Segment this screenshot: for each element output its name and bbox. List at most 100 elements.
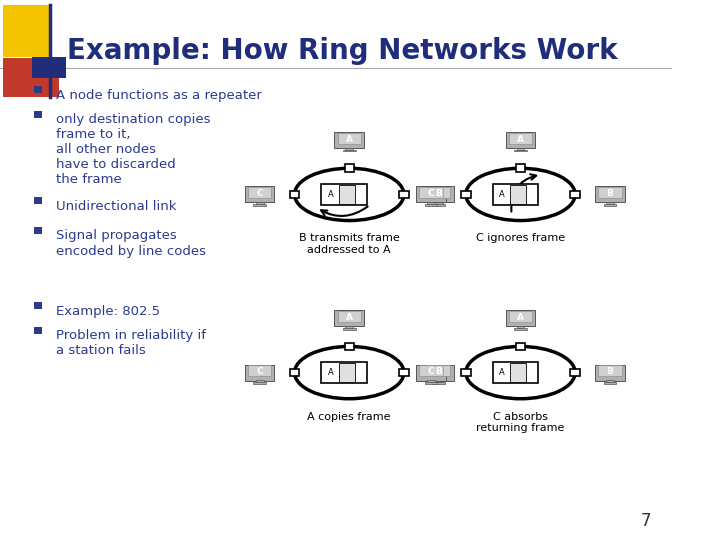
Text: C: C — [428, 367, 434, 376]
FancyBboxPatch shape — [492, 362, 538, 383]
FancyBboxPatch shape — [419, 365, 443, 376]
Text: B: B — [607, 189, 613, 198]
FancyBboxPatch shape — [505, 132, 535, 148]
Text: B: B — [436, 189, 442, 198]
Bar — [603, 382, 616, 384]
Text: A node functions as a repeater: A node functions as a repeater — [55, 89, 261, 102]
Bar — [346, 326, 354, 328]
Bar — [34, 111, 42, 118]
Text: C: C — [256, 189, 263, 198]
Bar — [34, 86, 42, 93]
Bar — [570, 191, 580, 198]
FancyBboxPatch shape — [4, 58, 59, 97]
Bar — [253, 204, 266, 206]
Bar — [346, 147, 354, 150]
Bar — [343, 328, 356, 329]
FancyBboxPatch shape — [419, 187, 443, 198]
FancyBboxPatch shape — [245, 186, 274, 202]
FancyBboxPatch shape — [492, 184, 538, 205]
FancyBboxPatch shape — [505, 310, 535, 326]
FancyBboxPatch shape — [335, 310, 364, 326]
FancyBboxPatch shape — [598, 365, 622, 376]
FancyBboxPatch shape — [427, 365, 451, 376]
Text: A: A — [346, 134, 353, 144]
Text: A: A — [328, 368, 334, 377]
FancyBboxPatch shape — [509, 133, 532, 144]
Bar — [461, 369, 470, 376]
Text: C: C — [428, 189, 434, 198]
FancyBboxPatch shape — [321, 184, 366, 205]
Text: C ignores frame: C ignores frame — [476, 233, 565, 244]
Bar — [510, 363, 526, 382]
Bar — [516, 165, 525, 172]
Bar — [256, 202, 264, 204]
Bar — [435, 202, 443, 204]
Bar — [399, 191, 408, 198]
Bar — [516, 147, 524, 150]
Text: B: B — [607, 367, 613, 376]
Text: C absorbs
returning frame: C absorbs returning frame — [477, 411, 564, 433]
Bar — [427, 202, 435, 204]
Bar — [606, 380, 614, 382]
Bar — [427, 380, 435, 382]
FancyBboxPatch shape — [335, 132, 364, 148]
Bar — [343, 150, 356, 151]
FancyBboxPatch shape — [595, 186, 625, 202]
FancyBboxPatch shape — [338, 133, 361, 144]
Bar — [34, 227, 42, 234]
Bar — [34, 302, 42, 309]
Text: A: A — [499, 368, 505, 377]
Bar — [435, 380, 443, 382]
Bar — [461, 191, 470, 198]
Text: only destination copies
frame to it,
all other nodes
have to discarded
the frame: only destination copies frame to it, all… — [55, 113, 210, 186]
Bar — [433, 204, 445, 206]
Text: Signal propagates
encoded by line codes: Signal propagates encoded by line codes — [55, 230, 206, 258]
Text: A: A — [517, 313, 524, 322]
FancyBboxPatch shape — [424, 186, 454, 202]
Text: Example: How Ring Networks Work: Example: How Ring Networks Work — [67, 37, 618, 65]
Bar — [514, 328, 527, 329]
Text: A copies frame: A copies frame — [307, 411, 391, 422]
Bar — [290, 369, 300, 376]
Bar — [603, 204, 616, 206]
FancyBboxPatch shape — [598, 187, 622, 198]
Bar — [344, 343, 354, 350]
Bar — [425, 382, 437, 384]
Bar — [338, 185, 355, 204]
FancyBboxPatch shape — [321, 362, 366, 383]
Text: Example: 802.5: Example: 802.5 — [55, 305, 160, 318]
Text: A: A — [517, 134, 524, 144]
Text: B transmits frame
addressed to A: B transmits frame addressed to A — [299, 233, 400, 255]
FancyBboxPatch shape — [4, 5, 52, 57]
FancyBboxPatch shape — [595, 364, 625, 381]
FancyBboxPatch shape — [248, 365, 271, 376]
FancyBboxPatch shape — [338, 311, 361, 322]
Bar — [34, 197, 42, 204]
FancyBboxPatch shape — [424, 364, 454, 381]
Bar — [399, 369, 408, 376]
Bar — [516, 326, 524, 328]
Bar — [253, 382, 266, 384]
Bar — [433, 382, 445, 384]
Text: 7: 7 — [641, 512, 652, 530]
FancyBboxPatch shape — [32, 57, 66, 78]
FancyBboxPatch shape — [416, 186, 446, 202]
FancyBboxPatch shape — [248, 187, 271, 198]
Bar — [34, 327, 42, 334]
Text: Problem in reliability if
a station fails: Problem in reliability if a station fail… — [55, 329, 206, 357]
Text: Unidirectional link: Unidirectional link — [55, 200, 176, 213]
Bar — [344, 165, 354, 172]
Bar — [256, 380, 264, 382]
Bar — [606, 202, 614, 204]
Bar — [510, 185, 526, 204]
Text: B: B — [436, 367, 442, 376]
Bar — [514, 150, 527, 151]
Text: A: A — [346, 313, 353, 322]
FancyBboxPatch shape — [509, 311, 532, 322]
Text: C: C — [256, 367, 263, 376]
Bar — [338, 363, 355, 382]
FancyBboxPatch shape — [427, 187, 451, 198]
Bar — [290, 191, 300, 198]
Bar — [516, 343, 525, 350]
Bar — [425, 204, 437, 206]
